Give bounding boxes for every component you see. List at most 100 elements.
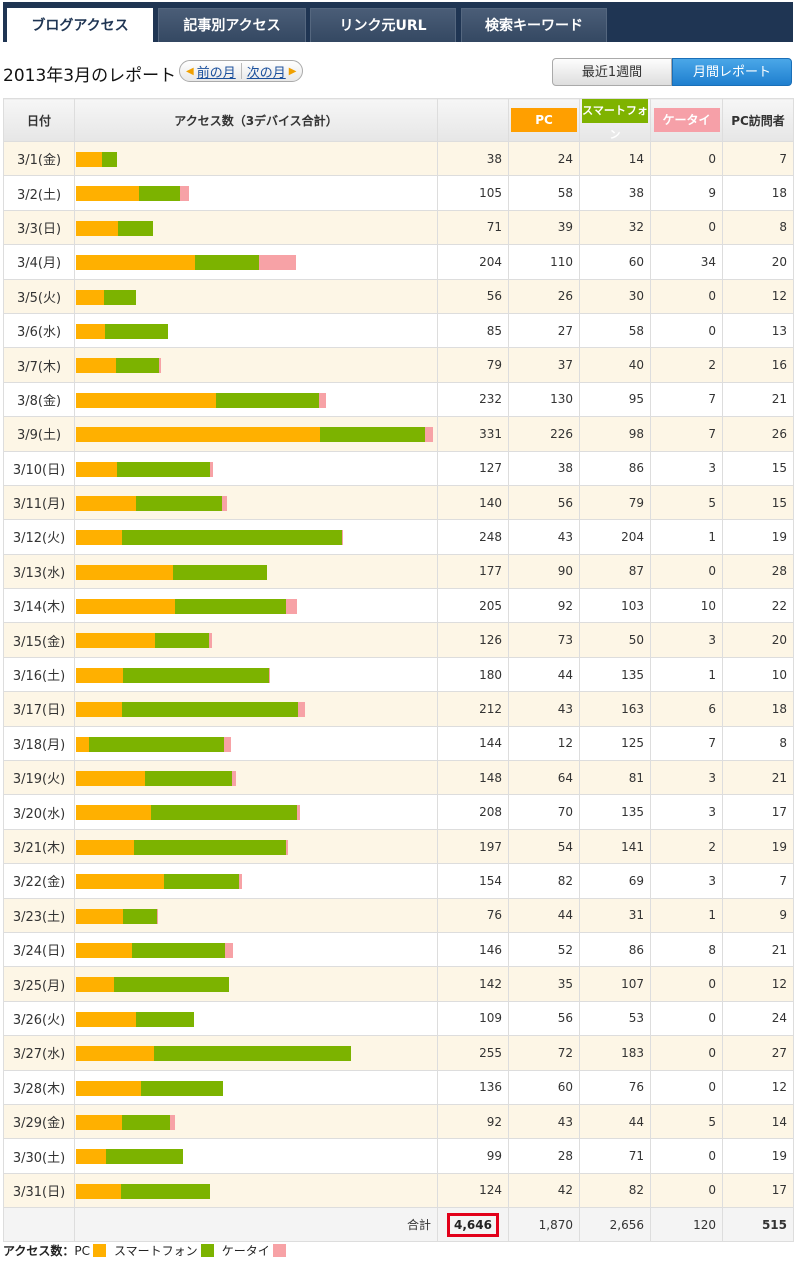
- table-row: 3/26(火) 109 56 53 0 24: [3, 1000, 794, 1037]
- table-row: 3/29(金) 92 43 44 5 14: [3, 1103, 794, 1140]
- bar-cell: [74, 1000, 438, 1037]
- bar-segment-pc: [76, 461, 117, 477]
- bar-segment-smartphone: [122, 1114, 170, 1130]
- bar-segment-pc: [76, 1183, 122, 1199]
- pc-cell: 130: [508, 381, 580, 418]
- pc-cell: 90: [508, 553, 580, 590]
- next-month-link[interactable]: 次の月: [246, 65, 286, 81]
- smartphone-cell: 183: [579, 1035, 651, 1071]
- bar-segment-smartphone: [105, 323, 168, 339]
- pc-cell: 37: [508, 347, 580, 383]
- bar-cell: [74, 1035, 438, 1071]
- date-cell: 3/12(火): [3, 519, 75, 555]
- date-cell: 3/1(金): [3, 140, 75, 177]
- smartphone-cell: 30: [579, 278, 651, 314]
- stacked-bar: [76, 220, 153, 236]
- keitai-cell: 0: [650, 1000, 723, 1037]
- smartphone-cell: 95: [579, 381, 651, 418]
- total-cell: 79: [437, 347, 509, 383]
- stacked-bar: [76, 323, 168, 339]
- keitai-cell: 0: [650, 278, 723, 314]
- tab-article-access[interactable]: 記事別アクセス: [158, 8, 306, 42]
- smartphone-cell: 71: [579, 1138, 651, 1174]
- table-row: 3/10(日) 127 38 86 3 15: [3, 450, 794, 486]
- bar-segment-keitai: [209, 461, 213, 477]
- total-cell: 255: [437, 1035, 509, 1071]
- bar-segment-smartphone: [101, 152, 117, 167]
- bar-segment-smartphone: [194, 255, 260, 271]
- bar-cell: [74, 416, 438, 452]
- smartphone-label: スマートフォン: [582, 99, 648, 141]
- smartphone-cell: 86: [579, 450, 651, 486]
- date-cell: 3/19(火): [3, 760, 75, 796]
- stacked-bar: [76, 495, 227, 511]
- bar-cell: [74, 312, 438, 349]
- stacked-bar: [76, 461, 213, 477]
- bar-segment-pc: [76, 152, 102, 167]
- keitai-cell: 1: [650, 897, 723, 933]
- bar-segment-smartphone: [116, 461, 210, 477]
- keitai-cell: 0: [650, 140, 723, 177]
- pc-cell: 64: [508, 760, 580, 796]
- table-row: 3/6(水) 85 27 58 0 13: [3, 312, 794, 349]
- bar-segment-keitai: [159, 358, 162, 374]
- date-cell: 3/30(土): [3, 1138, 75, 1174]
- date-cell: 3/15(金): [3, 622, 75, 658]
- prev-month-link[interactable]: 前の月: [196, 65, 236, 81]
- keitai-cell: 7: [650, 381, 723, 418]
- bar-cell: [74, 1103, 438, 1140]
- keitai-cell: 0: [650, 1172, 723, 1209]
- smartphone-cell: 40: [579, 347, 651, 383]
- legend: アクセス数： PC スマートフォン ケータイ: [3, 1242, 294, 1259]
- date-cell: 3/3(日): [3, 209, 75, 246]
- total-cell: 99: [437, 1138, 509, 1174]
- tab-search-keywords[interactable]: 検索キーワード: [461, 8, 607, 42]
- bar-cell: [74, 519, 438, 555]
- date-cell: 3/28(木): [3, 1069, 75, 1105]
- monthly-report-button[interactable]: 月間レポート: [672, 58, 792, 86]
- total-pc-visitors: 515: [722, 1207, 794, 1243]
- table-row: 3/19(火) 148 64 81 3 21: [3, 760, 794, 796]
- keitai-cell: 0: [650, 312, 723, 349]
- pc-cell: 24: [508, 140, 580, 177]
- legend-pc-swatch: [93, 1244, 107, 1257]
- keitai-cell: 34: [650, 244, 723, 280]
- keitai-cell: 2: [650, 828, 723, 865]
- total-blank: [3, 1207, 75, 1243]
- keitai-cell: 6: [650, 691, 723, 727]
- bar-segment-smartphone: [121, 1183, 210, 1199]
- pc-cell: 12: [508, 725, 580, 762]
- last-week-button[interactable]: 最近1週間: [552, 58, 672, 86]
- tab-blog-access[interactable]: ブログアクセス: [7, 8, 153, 42]
- pc-cell: 38: [508, 450, 580, 486]
- tab-referrer-url[interactable]: リンク元URL: [310, 8, 456, 42]
- bar-segment-pc: [76, 667, 124, 683]
- smartphone-cell: 81: [579, 760, 651, 796]
- pc-cell: 70: [508, 794, 580, 830]
- bar-segment-pc: [76, 1149, 107, 1165]
- stacked-bar: [76, 667, 271, 683]
- pc-visitors-cell: 17: [722, 794, 794, 830]
- pc-cell: 60: [508, 1069, 580, 1105]
- date-cell: 3/20(水): [3, 794, 75, 830]
- pc-cell: 39: [508, 209, 580, 246]
- bar-segment-smartphone: [154, 633, 209, 649]
- bar-segment-pc: [76, 633, 155, 649]
- bar-segment-smartphone: [118, 220, 153, 236]
- total-cell: 146: [437, 931, 509, 968]
- bar-segment-keitai: [232, 771, 236, 787]
- bar-segment-pc: [76, 1080, 141, 1096]
- stacked-bar: [76, 942, 234, 958]
- bar-segment-smartphone: [153, 1046, 351, 1062]
- pc-visitors-cell: 22: [722, 588, 794, 624]
- bar-segment-pc: [76, 186, 139, 202]
- legend-smartphone-swatch: [200, 1244, 214, 1257]
- keitai-cell: 8: [650, 931, 723, 968]
- pc-visitors-cell: 20: [722, 622, 794, 658]
- pc-cell: 43: [508, 691, 580, 727]
- bar-segment-smartphone: [122, 702, 299, 718]
- pc-visitors-cell: 10: [722, 656, 794, 693]
- date-cell: 3/5(火): [3, 278, 75, 314]
- bar-cell: [74, 175, 438, 211]
- total-cell: 142: [437, 966, 509, 1002]
